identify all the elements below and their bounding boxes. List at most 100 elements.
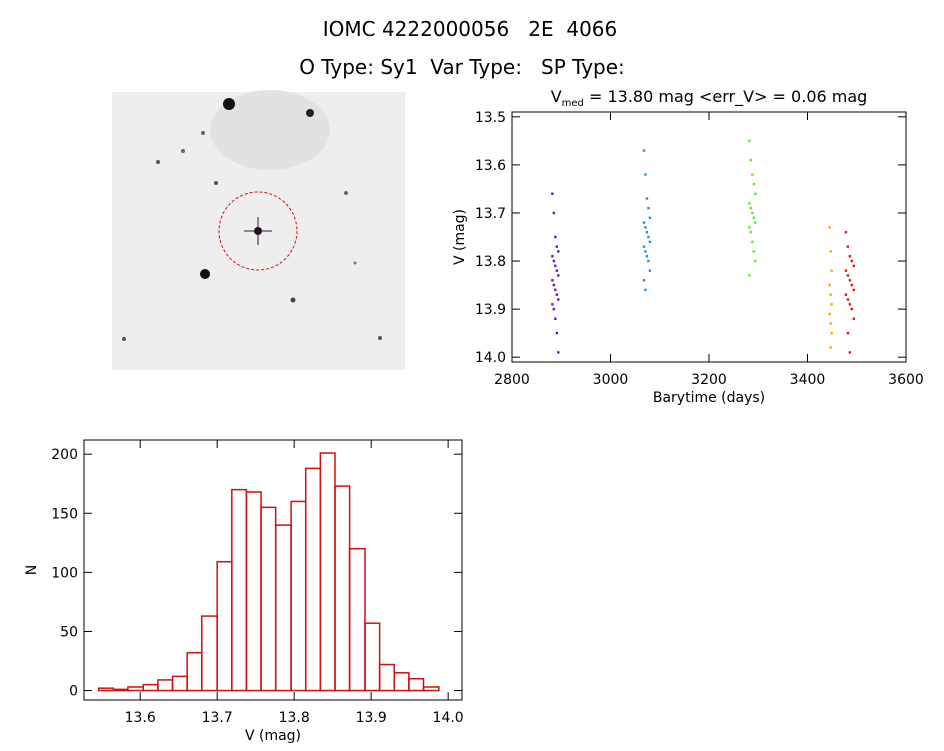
point <box>552 211 556 215</box>
point <box>852 264 855 268</box>
bar <box>127 686 145 692</box>
point <box>752 182 756 186</box>
point <box>852 288 855 292</box>
sky-image <box>112 90 405 370</box>
point <box>846 298 850 301</box>
point <box>648 269 652 272</box>
point <box>644 226 647 229</box>
point <box>828 226 831 229</box>
title-part: med <box>562 98 584 109</box>
point <box>642 279 646 282</box>
y-axis-label: N <box>24 565 40 575</box>
point <box>830 269 833 272</box>
point <box>555 269 559 272</box>
point <box>551 192 554 195</box>
point <box>551 255 554 258</box>
point <box>647 259 650 263</box>
point <box>754 259 757 263</box>
point <box>748 139 751 143</box>
bar <box>216 560 233 692</box>
point <box>648 240 652 244</box>
plot-frame <box>511 111 907 363</box>
point <box>555 245 559 248</box>
point <box>749 158 753 162</box>
x-tick-label: 13.6 <box>125 710 156 726</box>
point <box>752 250 756 253</box>
bar <box>319 452 336 692</box>
point <box>850 307 854 311</box>
point <box>557 250 560 253</box>
x-tick-label: 14.0 <box>433 710 464 726</box>
y-tick-label: 100 <box>51 565 78 581</box>
point <box>644 288 647 292</box>
y-tick-label: 0 <box>69 684 78 700</box>
point <box>642 221 646 224</box>
bar <box>274 524 292 692</box>
point <box>645 197 649 200</box>
point <box>751 240 754 244</box>
bar <box>378 663 396 692</box>
point <box>554 235 557 239</box>
point <box>751 211 754 215</box>
x-axis-label: Barytime (days) <box>653 390 765 406</box>
x-axis-label: V (mag) <box>245 728 301 744</box>
point <box>555 293 559 296</box>
chart-title: Vmed = 13.80 mag <err_V> = 0.06 mag <box>551 87 868 109</box>
point <box>551 303 554 306</box>
x-tick-label: 13.9 <box>356 710 387 726</box>
bar <box>112 688 129 692</box>
point <box>647 206 650 210</box>
point <box>552 259 556 263</box>
point <box>844 269 848 272</box>
y-tick-label: 50 <box>60 624 78 640</box>
point <box>648 216 652 219</box>
point <box>848 279 852 282</box>
point <box>647 235 650 239</box>
y-tick-label: 14.0 <box>475 350 506 366</box>
point <box>557 274 560 277</box>
point <box>846 331 850 335</box>
point <box>552 283 556 287</box>
point <box>829 293 832 296</box>
y-tick-label: 150 <box>51 506 78 522</box>
bar <box>364 622 381 692</box>
title-part: V <box>551 87 562 106</box>
point <box>557 351 560 354</box>
bar <box>408 677 425 692</box>
bar <box>290 500 307 692</box>
bar <box>260 506 277 692</box>
point <box>850 259 854 263</box>
y-tick-label: 200 <box>51 447 78 463</box>
y-tick-label: 13.8 <box>475 254 506 270</box>
x-tick-label: 13.7 <box>202 710 233 726</box>
point <box>828 312 831 316</box>
point <box>552 307 556 311</box>
point <box>829 322 832 325</box>
bar <box>348 547 366 692</box>
point <box>829 250 832 253</box>
point <box>754 221 757 224</box>
y-tick-label: 13.5 <box>475 110 506 126</box>
x-tick-label: 3400 <box>790 372 826 388</box>
point <box>848 255 852 258</box>
bar <box>304 467 322 692</box>
point <box>751 173 754 176</box>
point <box>828 283 831 287</box>
point <box>852 317 855 320</box>
bar <box>245 491 262 692</box>
point <box>848 303 852 306</box>
y-tick-label: 13.6 <box>475 158 506 174</box>
x-tick-label: 2800 <box>494 372 530 388</box>
point <box>645 230 649 234</box>
bar <box>171 675 188 692</box>
title-part: = 13.80 mag <err_V> = 0.06 mag <box>584 87 867 107</box>
point <box>557 298 560 301</box>
point <box>554 288 557 292</box>
point <box>830 331 833 335</box>
bar <box>422 686 440 692</box>
point <box>749 206 753 210</box>
point <box>846 245 850 248</box>
point <box>644 250 647 253</box>
x-tick-label: 3000 <box>593 372 629 388</box>
